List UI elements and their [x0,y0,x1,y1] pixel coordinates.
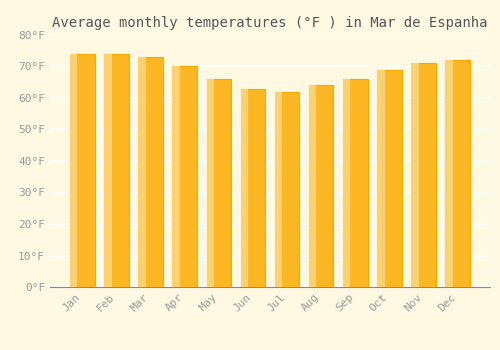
Bar [343,79,350,287]
Bar [343,79,367,287]
Bar [309,85,334,287]
Bar [104,54,128,287]
Bar [206,79,214,287]
Bar [446,60,470,287]
Bar [377,70,384,287]
Bar [104,54,112,287]
Bar [240,89,248,287]
Bar [70,54,78,287]
Bar [377,70,402,287]
Bar [412,63,436,287]
Bar [138,57,163,287]
Bar [206,79,231,287]
Bar [275,92,299,287]
Bar [172,66,180,287]
Bar [240,89,265,287]
Bar [275,92,282,287]
Bar [446,60,453,287]
Bar [172,66,197,287]
Title: Average monthly temperatures (°F ) in Mar de Espanha: Average monthly temperatures (°F ) in Ma… [52,16,488,30]
Bar [412,63,418,287]
Bar [309,85,316,287]
Bar [138,57,145,287]
Bar [70,54,94,287]
